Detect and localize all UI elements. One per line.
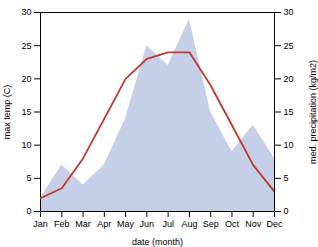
svg-text:Apr: Apr <box>97 219 111 229</box>
svg-text:0: 0 <box>26 206 31 216</box>
svg-text:30: 30 <box>284 7 294 17</box>
svg-text:15: 15 <box>284 107 294 117</box>
svg-text:Oct: Oct <box>225 219 240 229</box>
svg-text:Sep: Sep <box>203 219 219 229</box>
svg-text:Aug: Aug <box>181 219 197 229</box>
svg-text:25: 25 <box>21 41 31 51</box>
svg-text:Dec: Dec <box>266 219 283 229</box>
svg-text:max temp (C): max temp (C) <box>2 85 12 140</box>
svg-text:Jun: Jun <box>140 219 155 229</box>
svg-text:25: 25 <box>284 41 294 51</box>
svg-text:15: 15 <box>21 107 31 117</box>
svg-text:20: 20 <box>284 74 294 84</box>
svg-text:10: 10 <box>21 140 31 150</box>
svg-text:30: 30 <box>21 7 31 17</box>
svg-text:date (month): date (month) <box>132 237 183 247</box>
svg-text:Jul: Jul <box>162 219 174 229</box>
svg-text:0: 0 <box>284 206 289 216</box>
svg-text:20: 20 <box>21 74 31 84</box>
svg-text:med. precipitation (kg/m2): med. precipitation (kg/m2) <box>308 60 318 164</box>
svg-text:Mar: Mar <box>75 219 91 229</box>
svg-text:5: 5 <box>26 173 31 183</box>
svg-text:Jan: Jan <box>33 219 48 229</box>
svg-text:5: 5 <box>284 173 289 183</box>
svg-text:May: May <box>117 219 135 229</box>
svg-text:10: 10 <box>284 140 294 150</box>
svg-text:Feb: Feb <box>54 219 70 229</box>
svg-text:Nov: Nov <box>245 219 262 229</box>
